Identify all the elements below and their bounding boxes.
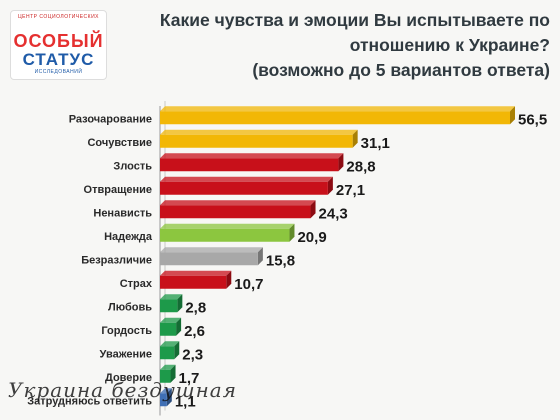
bar [160,322,177,336]
title-line-1: Какие чувства и эмоции Вы испытываете по [159,10,550,30]
title-line-3: (возможно до 5 вариантов ответа) [252,60,550,80]
bar [160,369,171,383]
value-label: 1,1 [175,393,196,410]
value-label: 2,6 [184,323,205,340]
bar-top-face [160,176,333,182]
bar [160,134,353,148]
bar [160,275,227,289]
bar-side-face [170,364,176,383]
bar-side-face [338,153,344,172]
category-label: Сочувствие [87,137,152,149]
category-label: Страх [120,278,153,290]
category-label: Доверие [105,372,152,384]
logo-top-text: ЦЕНТР СОЦИОЛОГИЧЕСКИХ [17,14,100,20]
bar-side-face [166,388,172,407]
value-label: 2,8 [185,299,206,316]
logo: ЦЕНТР СОЦИОЛОГИЧЕСКИХ ОСОБЫЙ СТАТУС ИССЛ… [10,10,107,80]
category-label: Любовь [108,301,152,313]
bar-top-face [160,153,344,159]
value-label: 1,7 [179,370,200,387]
bar-side-face [327,176,333,195]
bar [160,158,339,172]
bar-top-face [160,317,182,323]
title-line-2: отношению к Украине? [349,35,550,55]
value-label: 10,7 [234,276,263,293]
category-label: Разочарование [69,113,152,125]
category-label: Гордость [101,325,152,337]
bar [160,111,510,125]
bar [160,346,175,360]
bar-top-face [160,341,180,347]
watermark: Украина бездушная [8,378,237,402]
bar-side-face [176,317,182,336]
bar-top-face [160,200,316,206]
bar-side-face [310,200,316,219]
category-label: Уважение [100,348,152,360]
bar-top-face [160,247,263,253]
category-label: Затрудняюсь ответить [27,395,152,407]
category-label: Отвращение [84,184,152,196]
value-label: 24,3 [319,205,348,222]
bar-top-face [160,106,515,112]
bar-side-face [174,341,180,360]
bar [160,205,311,219]
logo-line1: ОСОБЫЙ [13,31,104,51]
category-label: Надежда [104,231,153,243]
category-label: Безразличие [81,254,152,266]
bar [160,181,328,195]
logo-bottom-text: ИССЛЕДОВАНИЙ [34,69,83,75]
bar-top-face [160,364,176,370]
bar-top-face [160,270,232,276]
value-label: 56,5 [518,111,547,128]
category-label: Злость [113,160,152,172]
bar-side-face [352,129,358,148]
logo-line2: СТАТУС [22,50,95,69]
bar-side-face [177,294,183,313]
value-label: 2,3 [182,346,203,363]
bar-top-face [160,294,183,300]
category-label: Ненависть [93,207,152,219]
bar-side-face [257,247,263,266]
chart-title: Какие чувства и эмоции Вы испытываете по… [110,8,550,83]
bar [160,252,258,266]
bar-top-face [160,129,358,135]
value-label: 31,1 [361,135,390,152]
bar [160,393,167,407]
value-label: 28,8 [346,158,375,175]
value-label: 20,9 [297,229,326,246]
bar-side-face [289,223,295,242]
bar [160,228,290,242]
bar [160,299,178,313]
bar-top-face [160,223,295,229]
bar-side-face [510,106,515,125]
bar-side-face [226,270,232,289]
value-label: 15,8 [266,252,295,269]
value-label: 27,1 [336,182,365,199]
bar-top-face [160,388,172,394]
